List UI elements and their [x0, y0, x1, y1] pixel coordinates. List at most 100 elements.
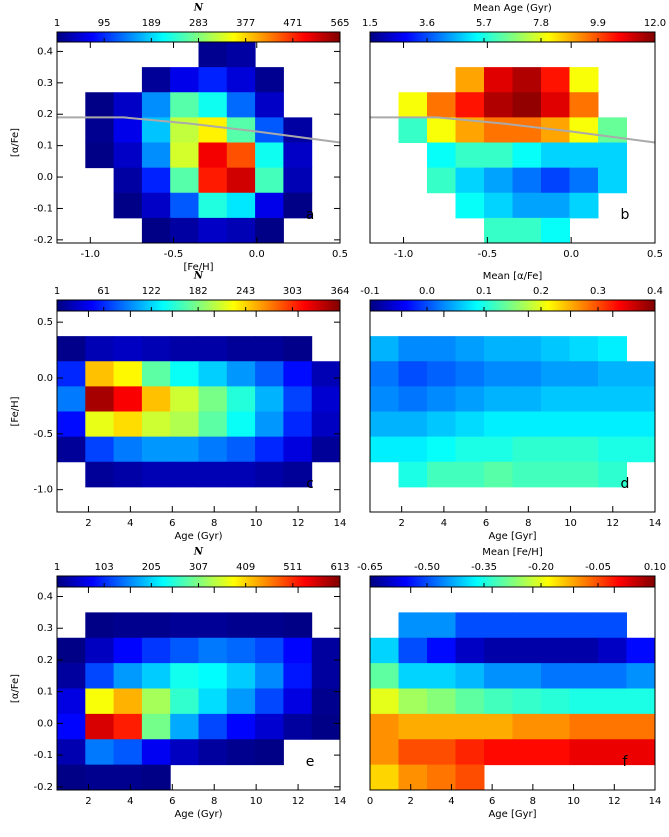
colorbar-tick-label: 377	[236, 18, 255, 29]
x-tick-label: 2	[398, 518, 404, 529]
heatmap-cell	[311, 361, 341, 387]
heatmap-cell	[141, 142, 171, 169]
heatmap-cell	[283, 637, 313, 664]
plot-frame	[56, 310, 341, 513]
heatmap-cell	[255, 142, 284, 169]
heatmap-cell	[484, 192, 513, 219]
heatmap-cell	[427, 713, 456, 740]
y-tick-label: 0.0	[37, 172, 53, 183]
colorbar-tick-label: 364	[330, 286, 349, 297]
heatmap-cell	[598, 739, 627, 766]
heatmap-cell	[85, 637, 115, 664]
heatmap-cell	[283, 361, 313, 387]
heatmap-cell	[226, 336, 256, 362]
heatmap-cell	[427, 336, 456, 362]
colorbar-tick-label: 7.8	[533, 18, 549, 29]
colorbar-tick-label: 0.1	[476, 286, 492, 297]
heatmap-cell	[427, 663, 456, 689]
heatmap-cell	[569, 739, 599, 766]
plot-frame	[56, 586, 341, 791]
x-tick-label: -0.5	[164, 249, 184, 260]
heatmap-cell	[541, 167, 570, 194]
heatmap-cell	[226, 167, 256, 194]
colorbar	[369, 31, 656, 43]
x-tick-label: 10	[567, 796, 580, 807]
colorbar-tick-label: -0.20	[528, 562, 554, 573]
heatmap-cell	[198, 461, 228, 488]
heatmap-cell	[85, 713, 115, 740]
heatmap-cell	[370, 713, 399, 740]
heatmap-cell	[512, 167, 542, 194]
heatmap-cell	[85, 739, 115, 766]
colorbar-title: Mean Age (Gyr)	[473, 3, 552, 14]
heatmap-cell	[569, 386, 599, 412]
heatmap-cell	[226, 739, 256, 766]
heatmap-cell	[398, 663, 428, 689]
heatmap-cell	[57, 361, 86, 387]
x-tick-label: 10	[250, 796, 263, 807]
heatmap-cell	[141, 764, 171, 791]
heatmap-cell	[255, 217, 284, 244]
heatmap-cell	[85, 142, 115, 169]
heatmap-cell	[398, 386, 428, 412]
heatmap-cell	[427, 142, 456, 169]
heatmap-cell	[398, 688, 428, 715]
colorbar-tick-label: 307	[189, 562, 208, 573]
heatmap-cell	[598, 167, 627, 194]
heatmap-cell	[226, 436, 256, 463]
heatmap-cell	[311, 637, 341, 664]
heatmap-cell	[484, 142, 513, 169]
heatmap-cell	[311, 436, 341, 463]
heatmap-cell	[541, 67, 570, 93]
x-axis-label: Age (Gyr)	[174, 531, 222, 542]
heatmap-cell	[255, 688, 284, 715]
x-tick-label: 12	[292, 518, 305, 529]
heatmap-cell	[512, 336, 542, 362]
heatmap-cell	[226, 361, 256, 387]
colorbar-tick-label: 3.6	[419, 18, 435, 29]
heatmap-cell	[484, 217, 513, 244]
heatmap-cell	[170, 612, 199, 639]
heatmap-cell	[57, 764, 86, 791]
heatmap-cell	[512, 688, 542, 715]
heatmap-cell	[255, 739, 284, 766]
heatmap-cell	[283, 336, 313, 362]
y-tick-label: 0.1	[37, 687, 53, 698]
heatmap-cell	[370, 361, 399, 387]
heatmap-cell	[311, 713, 341, 740]
x-tick-label: 10	[564, 518, 577, 529]
heatmap-cell	[569, 336, 599, 362]
x-tick-label: 4	[127, 518, 133, 529]
heatmap-cell	[198, 117, 228, 143]
heatmap-cell	[455, 663, 485, 689]
heatmap-cell	[455, 436, 485, 463]
heatmap-cell	[57, 336, 86, 362]
heatmap-cell	[370, 411, 399, 438]
heatmap-cell	[170, 386, 199, 412]
heatmap-cell	[255, 386, 284, 412]
heatmap-cell	[569, 461, 599, 488]
heatmap-cell	[198, 411, 228, 438]
heatmap-cell	[598, 688, 627, 715]
heatmap-cell	[141, 167, 171, 194]
heatmap-cell	[598, 142, 627, 169]
heatmap-cell	[455, 411, 485, 438]
heatmap-cell	[484, 663, 513, 689]
heatmap-cell	[113, 461, 143, 488]
heatmap-cell	[141, 461, 171, 488]
heatmap-cell	[170, 142, 199, 169]
heatmap-cell	[370, 386, 399, 412]
colorbar-tick-label: 0.10	[644, 562, 666, 573]
heatmap-cell	[226, 612, 256, 639]
panel-label: c	[306, 476, 314, 492]
heatmap-cell	[113, 117, 143, 143]
heatmap-cell	[569, 663, 599, 689]
heatmap-cell	[455, 192, 485, 219]
colorbar-tick-label: 205	[142, 562, 161, 573]
heatmap-cell	[255, 637, 284, 664]
heatmap-cell	[198, 217, 228, 244]
heatmap-cell	[198, 167, 228, 194]
heatmap-cell	[113, 764, 143, 791]
x-tick-label: 12	[606, 518, 619, 529]
